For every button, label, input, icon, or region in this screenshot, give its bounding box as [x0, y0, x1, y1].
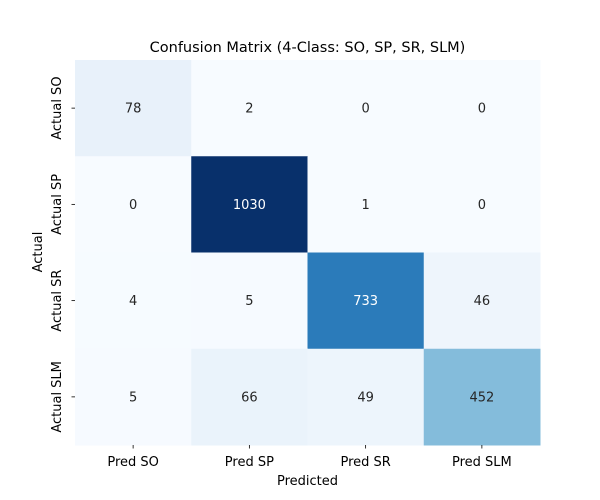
y-axis-ticks: Actual SO Actual SP Actual SR Actual SLM [50, 76, 75, 433]
y-tick-label: Actual SR [50, 270, 65, 332]
cell-value-label: 0 [361, 102, 369, 117]
heatmap-cell [191, 60, 308, 157]
cell-value-label: 1 [361, 198, 369, 213]
heatmap-cell [423, 348, 541, 446]
y-tick-label: Actual SP [50, 174, 65, 235]
y-tick-label: Actual SLM [50, 361, 65, 433]
heatmap-cell [191, 348, 308, 446]
heatmap-cell [423, 156, 541, 253]
heatmap-cell [423, 60, 541, 157]
x-tick-label: Pred SO [107, 455, 159, 470]
cell-value-label: 49 [357, 390, 374, 405]
cell-value-label: 4 [129, 294, 137, 309]
heatmap-cell [191, 156, 308, 253]
heatmap-cell [307, 60, 425, 157]
heatmap-cell [307, 348, 425, 446]
chart-title: Confusion Matrix (4-Class: SO, SP, SR, S… [150, 40, 466, 56]
cell-value-label: 5 [245, 294, 253, 309]
cell-value-label: 46 [474, 294, 491, 309]
cell-value-label: 66 [241, 390, 258, 405]
x-tick-label: Pred SLM [452, 455, 512, 470]
cell-value-label: 5 [129, 390, 137, 405]
x-axis-ticks: Pred SO Pred SP Pred SR Pred SLM [107, 445, 512, 470]
cell-value-label: 0 [478, 198, 486, 213]
heatmap-cell [75, 252, 192, 350]
cell-value-label: 2 [245, 102, 253, 117]
cell-value-labels: 78 2 0 0 0 1030 1 0 4 5 733 46 5 66 49 452 [125, 102, 494, 406]
heatmap-cell [75, 348, 192, 446]
heatmap-cells [75, 60, 541, 446]
cell-value-label: 452 [469, 390, 494, 405]
x-axis-label: Predicted [277, 474, 338, 489]
cell-value-label: 1030 [233, 198, 266, 213]
heatmap-cell [307, 252, 425, 350]
x-tick-label: Pred SP [225, 455, 274, 470]
heatmap-cell [423, 252, 541, 350]
cell-value-label: 0 [129, 198, 137, 213]
cell-value-label: 0 [478, 102, 486, 117]
heatmap-cell [75, 60, 192, 157]
cell-value-label: 78 [125, 102, 142, 117]
x-tick-label: Pred SR [340, 455, 390, 470]
y-axis-label: Actual [31, 232, 46, 273]
heatmap-cell [191, 252, 308, 350]
heatmap-cell [307, 156, 425, 253]
y-tick-label: Actual SO [50, 76, 65, 139]
cell-value-label: 733 [353, 294, 378, 309]
heatmap-cell [75, 156, 192, 253]
